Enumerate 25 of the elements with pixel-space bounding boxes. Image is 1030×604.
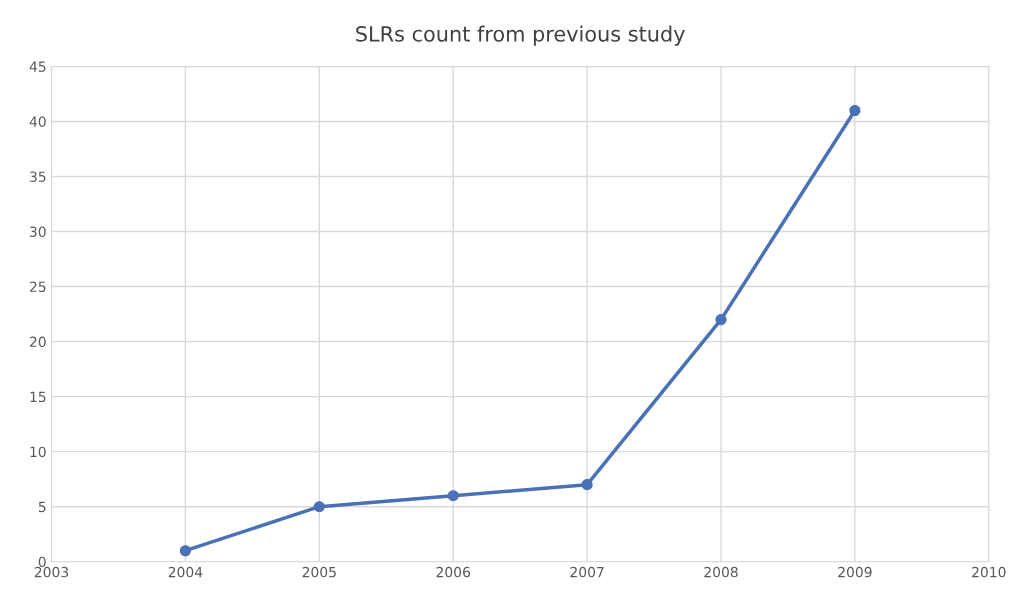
x-tick-label: 2010: [972, 566, 1006, 578]
chart-title: SLRs count from previous study: [356, 25, 685, 46]
point: [715, 314, 727, 326]
y-tick-label: 45: [29, 61, 46, 72]
y-tick-label: 20: [29, 336, 46, 348]
y-tick-label: 30: [30, 226, 46, 238]
x-tick-label: 2005: [302, 566, 336, 578]
point: [849, 104, 861, 117]
y-tick-label: 15: [30, 391, 46, 403]
point: [179, 545, 191, 557]
x-tick-label: 2006: [436, 566, 470, 578]
point: [581, 479, 593, 491]
y-tick-label: 25: [29, 281, 46, 293]
point: [447, 490, 459, 502]
x-tick-label: 2009: [838, 566, 872, 578]
y-tick-label: 35: [30, 171, 46, 182]
y-tick-label: 0: [38, 556, 46, 568]
y-tick-label: 10: [30, 446, 46, 458]
x-tick-label: 2004: [168, 566, 203, 578]
y-tick-label: 5: [38, 501, 46, 513]
x-tick-label: 2007: [570, 566, 604, 578]
y-tick-label: 40: [29, 116, 46, 127]
point: [313, 501, 325, 513]
x-tick-label: 2003: [34, 566, 69, 578]
x-tick-label: 2008: [704, 566, 738, 578]
